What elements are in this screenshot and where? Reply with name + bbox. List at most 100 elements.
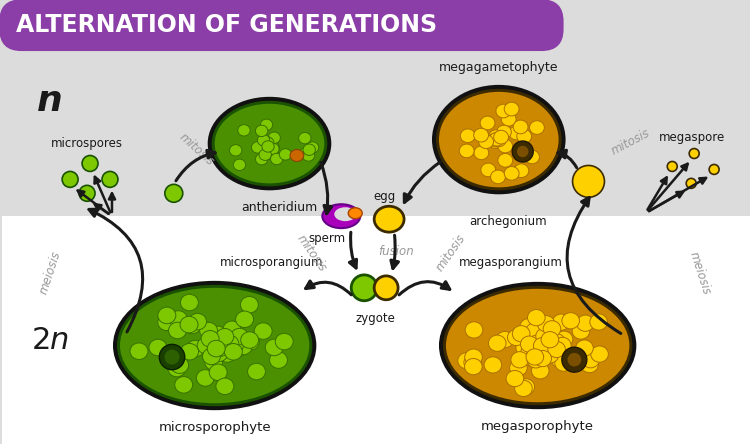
Ellipse shape	[271, 153, 283, 165]
Ellipse shape	[465, 322, 483, 338]
Ellipse shape	[267, 143, 279, 155]
Ellipse shape	[226, 337, 243, 354]
Ellipse shape	[509, 360, 527, 376]
Text: mitosis: mitosis	[177, 131, 217, 168]
Ellipse shape	[562, 313, 580, 329]
Circle shape	[374, 276, 398, 300]
FancyArrowPatch shape	[176, 151, 215, 181]
Ellipse shape	[210, 345, 228, 362]
Ellipse shape	[211, 340, 229, 357]
Ellipse shape	[275, 333, 293, 350]
Ellipse shape	[183, 317, 201, 334]
FancyArrowPatch shape	[649, 178, 706, 211]
Ellipse shape	[458, 353, 476, 369]
Ellipse shape	[188, 313, 206, 330]
Ellipse shape	[560, 345, 578, 361]
Circle shape	[164, 349, 179, 365]
Text: mitosis: mitosis	[609, 126, 652, 157]
Ellipse shape	[216, 329, 234, 345]
Ellipse shape	[262, 141, 274, 152]
Ellipse shape	[197, 337, 215, 354]
Ellipse shape	[302, 150, 315, 161]
Circle shape	[79, 185, 95, 201]
Text: megagametophyte: megagametophyte	[439, 61, 559, 74]
Ellipse shape	[439, 282, 636, 409]
Ellipse shape	[492, 132, 507, 145]
Circle shape	[62, 171, 78, 187]
Ellipse shape	[577, 315, 594, 331]
Ellipse shape	[208, 334, 226, 350]
Ellipse shape	[590, 314, 608, 330]
FancyArrowPatch shape	[350, 232, 356, 268]
Text: meiosis: meiosis	[37, 250, 63, 296]
Ellipse shape	[553, 314, 570, 330]
Ellipse shape	[259, 135, 271, 147]
Text: n: n	[38, 84, 63, 118]
Ellipse shape	[209, 326, 227, 343]
Ellipse shape	[130, 343, 148, 360]
Ellipse shape	[488, 130, 503, 143]
Ellipse shape	[322, 204, 360, 228]
Ellipse shape	[512, 325, 530, 342]
Ellipse shape	[480, 116, 495, 130]
Ellipse shape	[543, 321, 561, 337]
Bar	[2, 216, 750, 444]
Text: n: n	[50, 325, 70, 355]
Circle shape	[686, 178, 696, 188]
Ellipse shape	[262, 137, 274, 148]
Ellipse shape	[306, 142, 319, 153]
Ellipse shape	[488, 135, 502, 148]
Ellipse shape	[533, 337, 551, 354]
Text: microspores: microspores	[51, 137, 123, 150]
Text: megasporangium: megasporangium	[459, 257, 562, 270]
Text: mitosis: mitosis	[433, 232, 468, 274]
Ellipse shape	[541, 347, 559, 363]
Ellipse shape	[523, 350, 540, 366]
Ellipse shape	[496, 125, 512, 139]
Ellipse shape	[526, 349, 544, 365]
Ellipse shape	[494, 130, 508, 144]
Ellipse shape	[200, 322, 217, 339]
Ellipse shape	[501, 112, 516, 126]
Ellipse shape	[517, 379, 535, 395]
Ellipse shape	[521, 343, 538, 359]
FancyArrowPatch shape	[399, 281, 450, 295]
Circle shape	[512, 141, 533, 162]
Ellipse shape	[206, 334, 224, 351]
Ellipse shape	[207, 340, 225, 357]
Ellipse shape	[211, 341, 229, 357]
Ellipse shape	[530, 121, 544, 135]
Ellipse shape	[257, 135, 270, 146]
Ellipse shape	[171, 357, 188, 373]
Ellipse shape	[541, 332, 559, 348]
Ellipse shape	[514, 164, 529, 178]
Text: ALTERNATION OF GENERATIONS: ALTERNATION OF GENERATIONS	[16, 13, 437, 37]
Ellipse shape	[490, 170, 506, 184]
Circle shape	[568, 353, 581, 366]
Ellipse shape	[550, 341, 568, 358]
Ellipse shape	[215, 345, 233, 361]
Ellipse shape	[256, 154, 268, 165]
Ellipse shape	[488, 335, 506, 351]
Ellipse shape	[460, 129, 476, 143]
Ellipse shape	[334, 207, 356, 221]
Ellipse shape	[202, 348, 220, 365]
Circle shape	[710, 164, 719, 174]
Ellipse shape	[548, 333, 565, 350]
FancyArrowPatch shape	[306, 281, 351, 295]
Ellipse shape	[217, 336, 235, 353]
Ellipse shape	[491, 133, 506, 147]
Ellipse shape	[256, 125, 268, 137]
Circle shape	[351, 275, 377, 301]
Circle shape	[689, 149, 699, 159]
Ellipse shape	[299, 147, 312, 159]
Ellipse shape	[537, 316, 555, 332]
Ellipse shape	[223, 332, 241, 348]
Ellipse shape	[520, 318, 538, 335]
Ellipse shape	[465, 349, 482, 365]
Ellipse shape	[113, 281, 316, 410]
FancyArrowPatch shape	[648, 164, 688, 210]
Ellipse shape	[484, 357, 502, 373]
Ellipse shape	[230, 328, 248, 345]
Ellipse shape	[490, 132, 504, 146]
